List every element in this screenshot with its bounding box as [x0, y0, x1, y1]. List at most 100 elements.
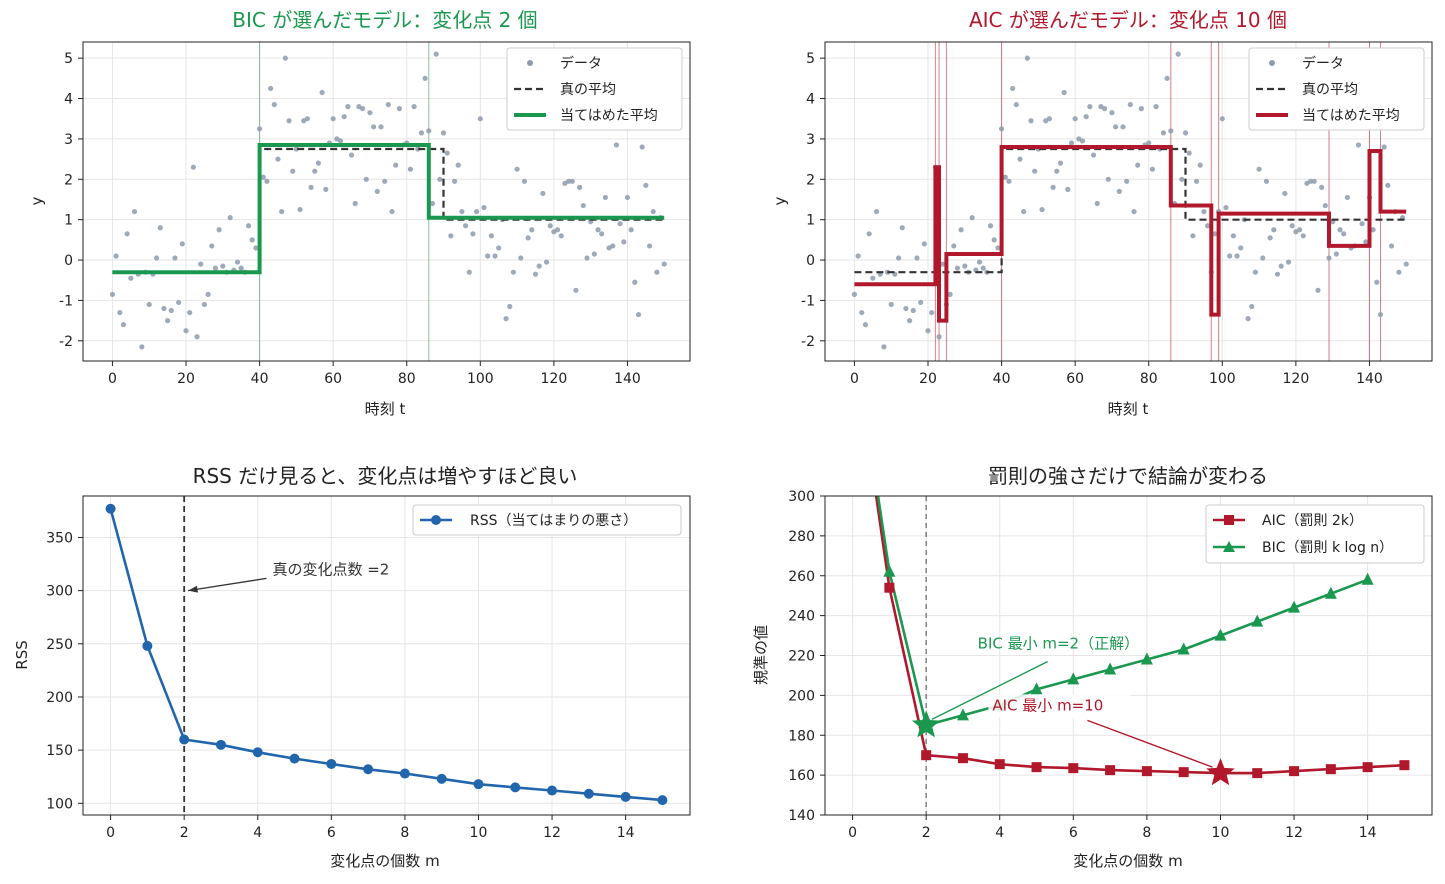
data-point: [459, 208, 465, 215]
data-point: [1385, 182, 1391, 188]
x-tick-label: 20: [177, 371, 195, 387]
annotation-arrow: [188, 577, 267, 592]
data-point: [1164, 75, 1170, 81]
x-tick-label: 120: [541, 371, 568, 387]
bic-point: [1067, 672, 1080, 685]
data-point: [393, 162, 399, 168]
data-point: [1068, 140, 1075, 146]
data-point: [444, 150, 450, 156]
x-tick-label: 2: [922, 825, 931, 841]
data-point: [477, 116, 483, 122]
data-point: [1190, 233, 1196, 239]
y-tick-label: -1: [59, 293, 73, 309]
data-point: [1263, 178, 1270, 184]
data-point: [1193, 178, 1200, 184]
x-tick-label: 4: [995, 825, 1004, 841]
rss-point: [326, 758, 337, 769]
data-point: [1039, 206, 1045, 213]
data-point: [1083, 114, 1089, 120]
data-point: [492, 253, 498, 259]
data-point: [1300, 233, 1306, 239]
data-point: [253, 245, 259, 251]
y-tick-label: 280: [788, 529, 815, 545]
data-point: [1326, 255, 1332, 261]
data-point: [969, 215, 975, 221]
data-point: [532, 271, 539, 277]
x-tick-label: 120: [1283, 371, 1310, 387]
y-tick-label: 260: [788, 569, 815, 585]
data-point: [1050, 184, 1056, 190]
x-tick-label: 10: [1212, 825, 1230, 841]
x-tick-label: 14: [617, 825, 635, 841]
data-point: [903, 305, 909, 312]
data-point: [1245, 316, 1251, 322]
data-point: [921, 241, 927, 247]
x-tick-label: 140: [614, 371, 641, 387]
y-tick-label: 1: [64, 213, 73, 229]
data-point: [205, 291, 211, 297]
data-point: [1274, 271, 1281, 277]
rss-point: [473, 779, 484, 790]
data-point: [1204, 223, 1211, 229]
data-point: [1105, 176, 1111, 182]
data-point: [1359, 221, 1365, 227]
data-point: [341, 114, 347, 120]
legend-marker-aic-point: [1224, 515, 1234, 525]
data-point: [855, 253, 861, 259]
data-point: [1017, 156, 1023, 162]
data-point: [895, 255, 902, 261]
legend-box: [1248, 47, 1425, 131]
data-point: [1006, 178, 1012, 184]
data-point: [1021, 208, 1027, 215]
y-tick-label: 4: [64, 92, 73, 108]
data-point: [371, 124, 377, 130]
x-axis-label: 変化点の個数 m: [330, 852, 439, 870]
data-point: [591, 251, 597, 257]
data-point: [212, 265, 219, 271]
data-point: [995, 245, 1001, 251]
data-point: [1101, 106, 1108, 112]
aic-point: [921, 750, 932, 761]
rss-point: [252, 747, 263, 758]
rss-point: [510, 782, 521, 793]
data-point: [209, 243, 215, 249]
data-point: [1377, 311, 1384, 318]
data-point: [1197, 162, 1203, 168]
y-tick-label: 180: [788, 728, 815, 744]
data-point: [194, 334, 200, 340]
data-point: [514, 166, 520, 172]
legend: データ 真の平均 当てはめた平均: [506, 47, 683, 131]
y-tick-label: 3: [806, 132, 815, 148]
data-point: [951, 243, 957, 249]
data-point: [1234, 253, 1240, 259]
legend-label-aic: AIC（罰則 2k）: [1262, 513, 1363, 529]
data-point: [998, 126, 1005, 132]
data-point: [139, 344, 145, 350]
data-point: [117, 309, 123, 316]
data-point: [161, 305, 167, 312]
data-point: [936, 334, 942, 340]
data-point: [569, 178, 575, 184]
data-point: [1146, 140, 1152, 146]
data-point: [650, 208, 656, 215]
data-point: [271, 101, 277, 108]
x-tick-label: 0: [850, 371, 859, 387]
data-point: [1002, 174, 1008, 180]
x-tick-label: 100: [1209, 371, 1236, 387]
y-axis-label: y: [771, 196, 789, 205]
aic-point: [1141, 766, 1152, 777]
data-point: [1344, 194, 1350, 201]
data-point: [635, 311, 642, 318]
bic-point: [1177, 642, 1190, 655]
data-point: [554, 227, 561, 233]
data-point: [297, 206, 303, 213]
bic-point: [1104, 662, 1117, 675]
rss-line: [109, 508, 663, 802]
x-tick-label: 0: [108, 371, 117, 387]
data-point: [610, 243, 616, 249]
data-point: [1212, 231, 1218, 237]
data-point: [488, 233, 494, 239]
data-point: [1120, 124, 1126, 130]
data-point: [385, 101, 391, 108]
legend-label-fitted-mean: 当てはめた平均: [1302, 108, 1400, 124]
